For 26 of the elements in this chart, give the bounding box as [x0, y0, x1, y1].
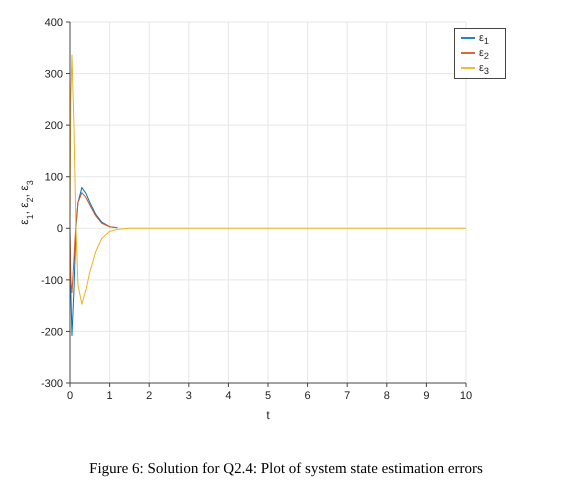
y-tick-label: 300 [44, 68, 63, 80]
y-tick-label: -100 [40, 274, 63, 287]
x-tick-label: 4 [225, 390, 232, 402]
x-tick-label: 7 [344, 390, 350, 402]
legend-label: ε$_{3}$ [479, 62, 489, 76]
x-tick-label: 5 [264, 390, 272, 402]
x-axis-title: t [266, 408, 270, 422]
x-tick-label: 0 [66, 390, 74, 402]
x-tick-label: 6 [304, 390, 311, 402]
x-tick-label: 8 [384, 390, 390, 402]
y-tick-label: 400 [44, 16, 63, 29]
line-series [70, 54, 466, 305]
line-series [70, 192, 118, 294]
legend-label: ε$_{1}$ [479, 32, 489, 46]
y-tick-label: -200 [40, 326, 63, 338]
x-tick-label: 3 [186, 390, 192, 402]
legend-label: ε$_{2}$ [479, 47, 489, 62]
x-tick-label: 9 [423, 390, 430, 402]
y-tick-label: 200 [44, 120, 63, 132]
x-tick-label: 10 [460, 390, 472, 402]
caption: Figure 6: Solution for Q2.4: Plot of system state estimation errors [89, 461, 483, 477]
y-tick-label: 0 [56, 223, 63, 236]
y-tick-label: -300 [40, 378, 63, 390]
x-tick-label: 1 [106, 390, 113, 402]
y-tick-label: 100 [44, 172, 63, 184]
x-tick-label: 2 [146, 390, 152, 402]
